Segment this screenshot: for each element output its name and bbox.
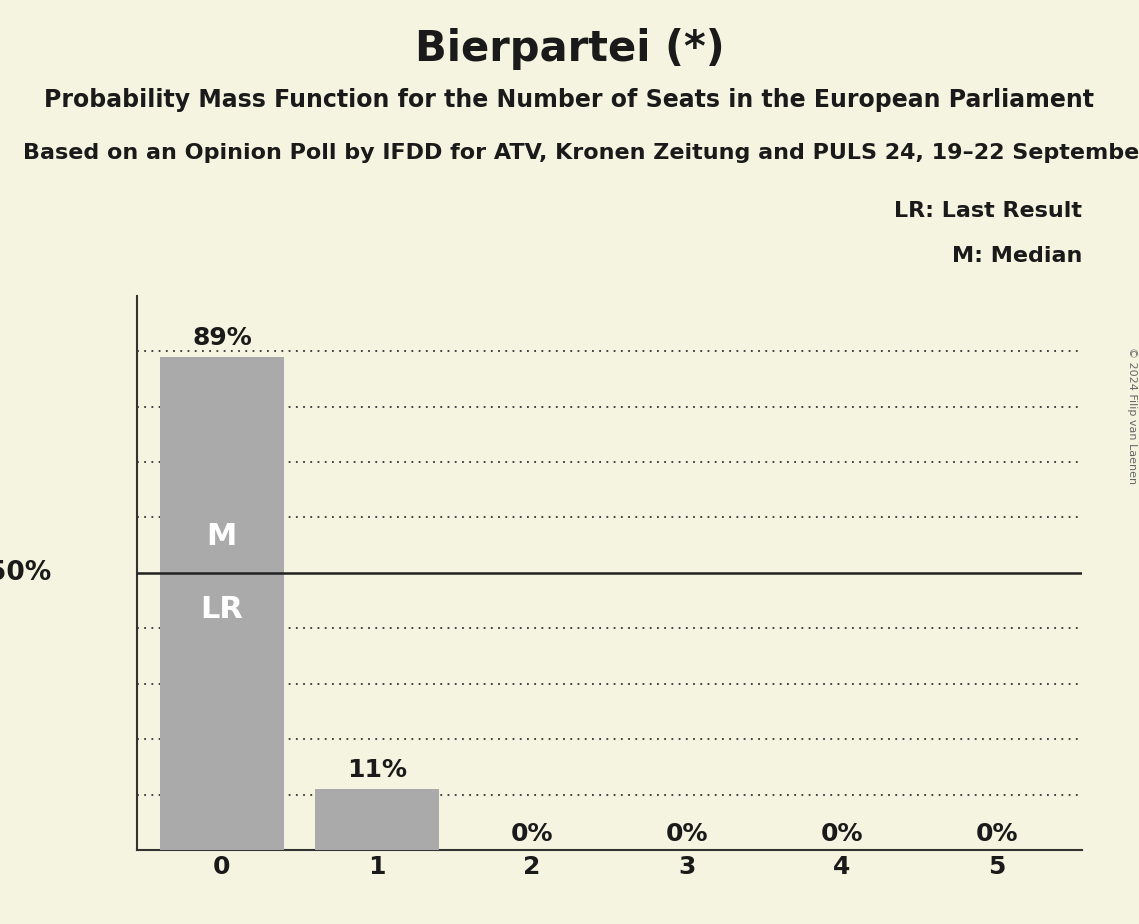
- Text: M: M: [207, 522, 237, 551]
- Text: LR: Last Result: LR: Last Result: [894, 201, 1082, 222]
- Text: © 2024 Filip van Laenen: © 2024 Filip van Laenen: [1126, 347, 1137, 484]
- Text: 0%: 0%: [976, 821, 1018, 845]
- Text: Bierpartei (*): Bierpartei (*): [415, 28, 724, 69]
- Text: 0%: 0%: [510, 821, 554, 845]
- Text: Probability Mass Function for the Number of Seats in the European Parliament: Probability Mass Function for the Number…: [44, 88, 1095, 112]
- Text: M: Median: M: Median: [952, 246, 1082, 266]
- Text: 0%: 0%: [820, 821, 863, 845]
- Bar: [159, 357, 284, 850]
- Text: 0%: 0%: [665, 821, 708, 845]
- Text: 89%: 89%: [192, 326, 252, 350]
- Text: Based on an Opinion Poll by IFDD for ATV, Kronen Zeitung and PULS 24, 19–22 Sept: Based on an Opinion Poll by IFDD for ATV…: [23, 143, 1139, 164]
- Text: 50%: 50%: [0, 560, 51, 586]
- Bar: [314, 789, 439, 850]
- Text: 11%: 11%: [347, 759, 407, 783]
- Text: LR: LR: [200, 595, 244, 624]
